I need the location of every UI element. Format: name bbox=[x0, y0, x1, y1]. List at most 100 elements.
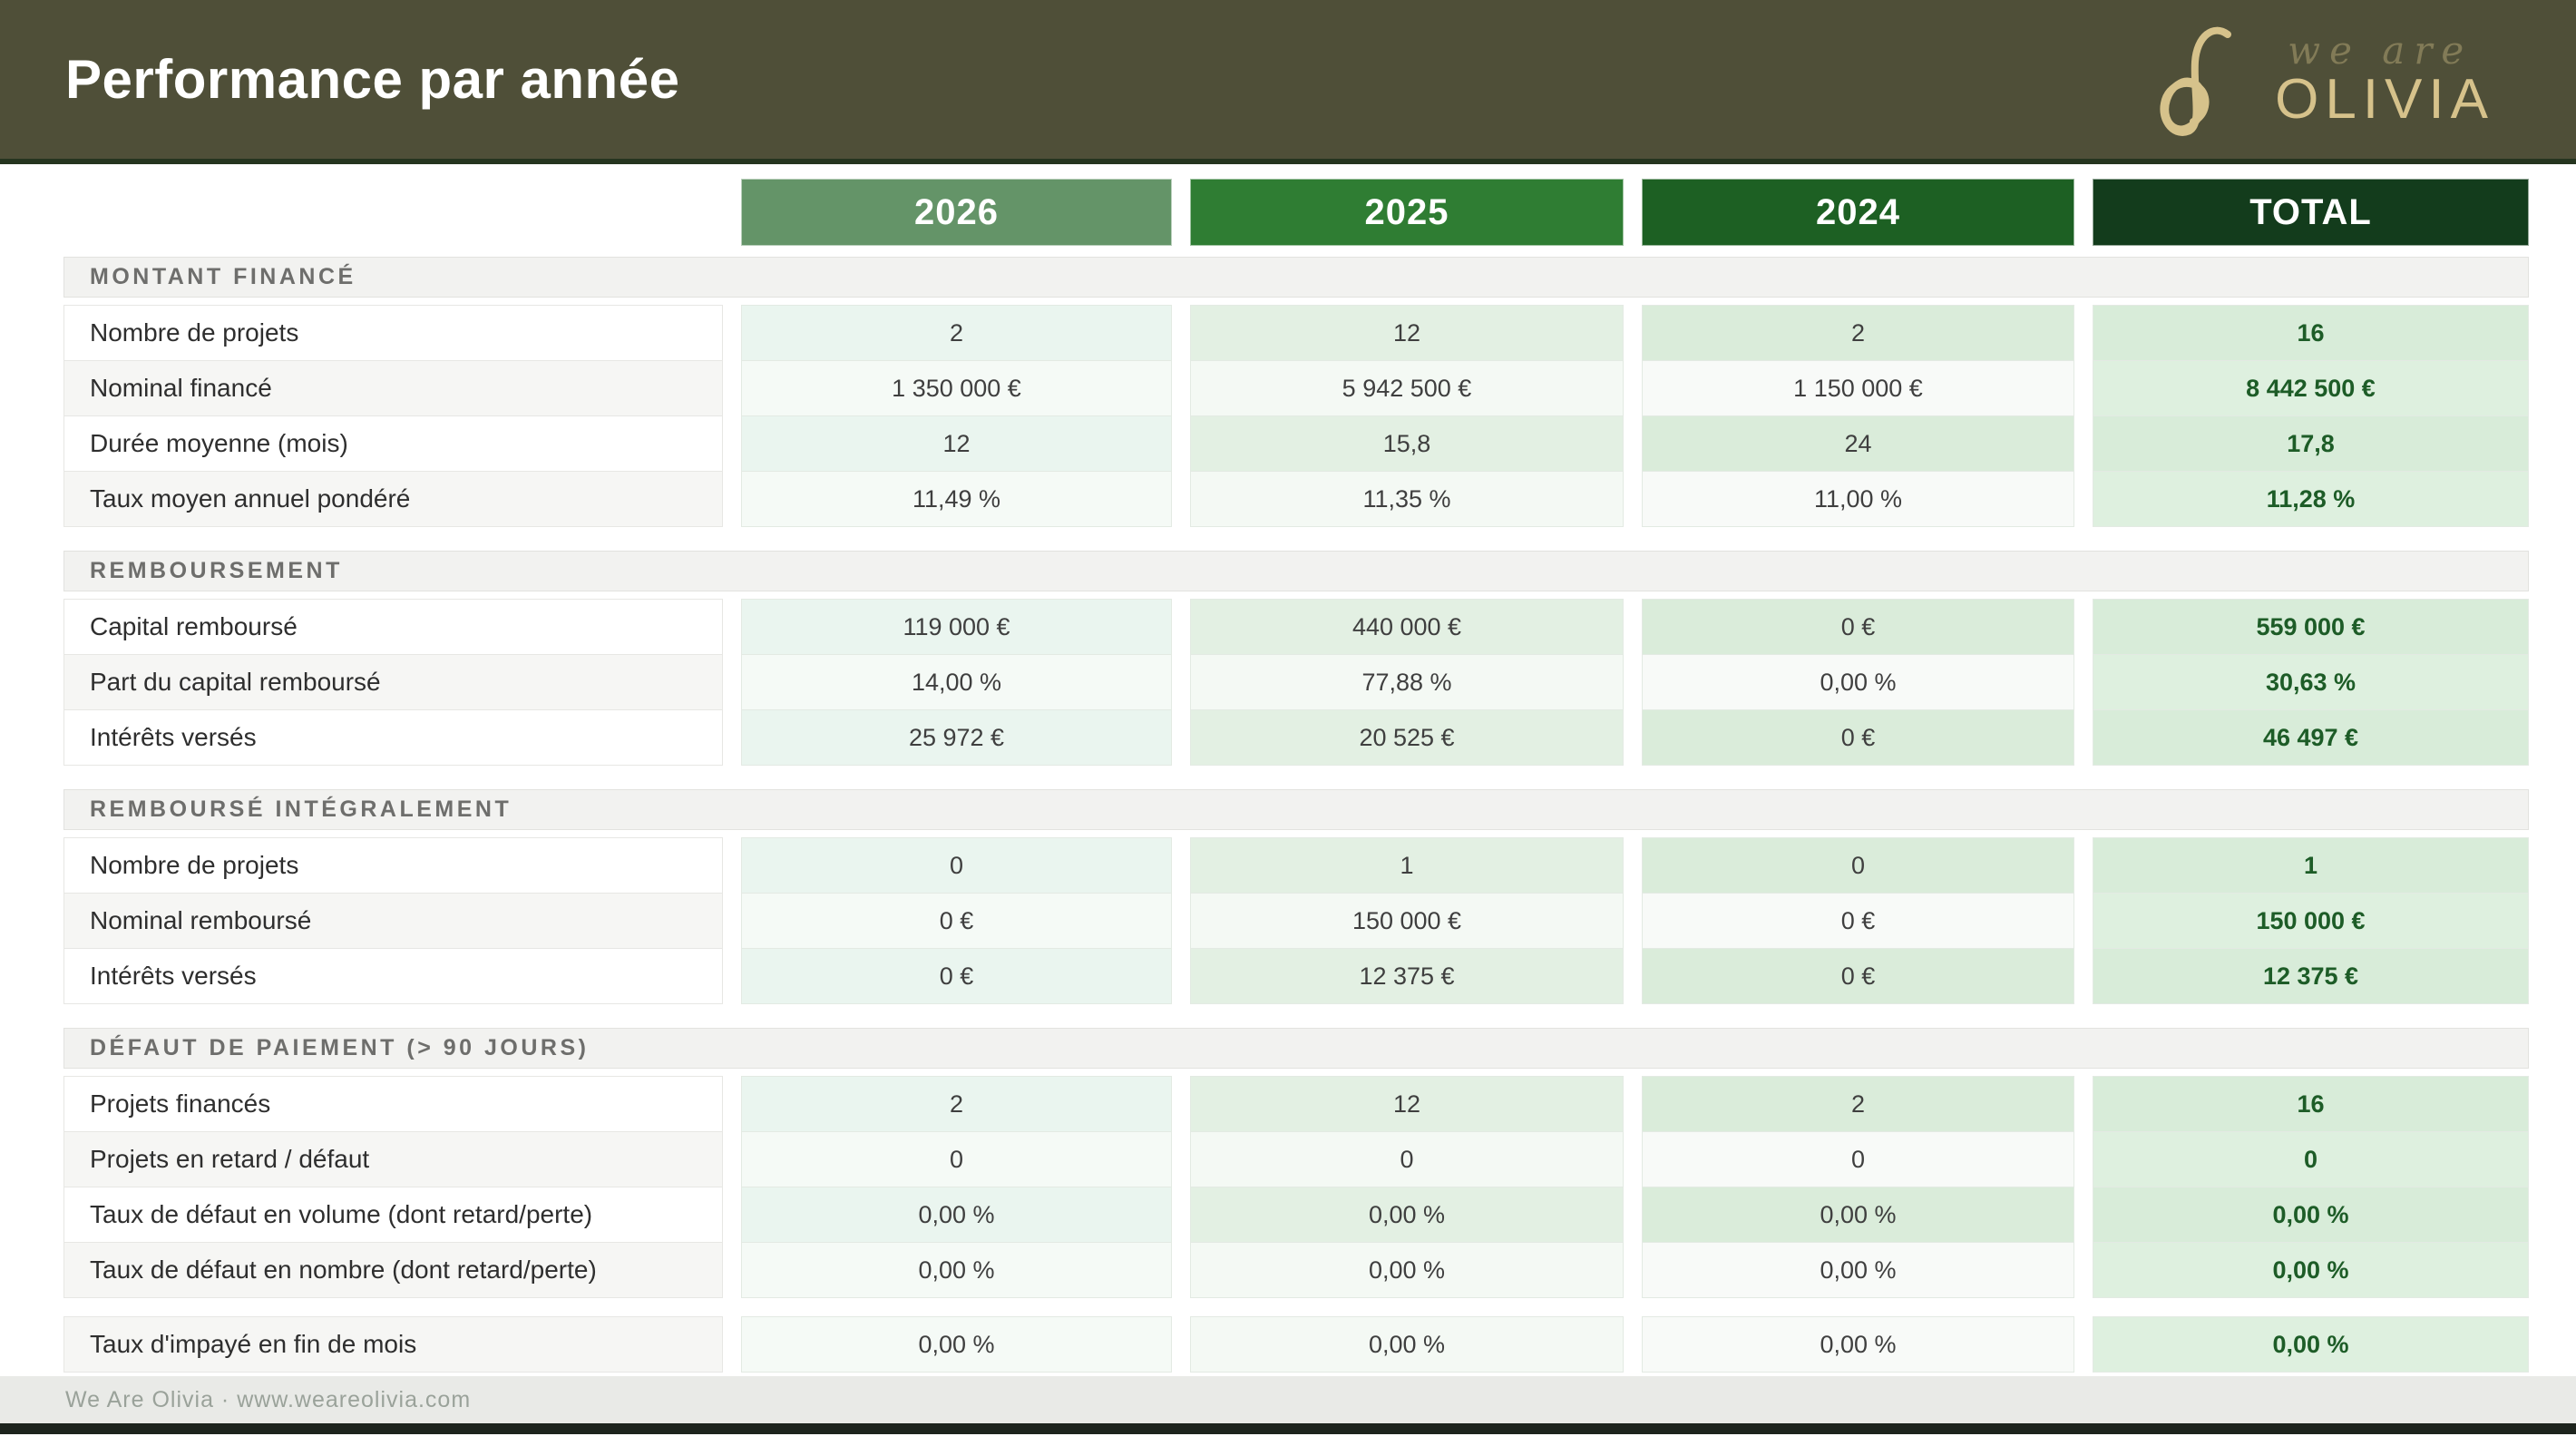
table-row: Nominal financé 1 350 000 € 5 942 500 € 1 1… bbox=[63, 360, 2529, 416]
olivia-logo-icon bbox=[2160, 26, 2232, 136]
value-cell-2024: 0 € bbox=[1642, 709, 2074, 766]
row-label: Capital remboursé bbox=[63, 599, 723, 655]
page-title: Performance par année bbox=[65, 49, 680, 110]
year-header-row: 2026 2025 2024 TOTAL bbox=[63, 179, 2529, 246]
column-header-2025: 2025 bbox=[1190, 179, 1624, 246]
section-title: REMBOURSEMENT bbox=[90, 558, 343, 583]
value-cell-2024: 0,00 % bbox=[1642, 654, 2074, 710]
value-cell-2024: 0 € bbox=[1642, 948, 2074, 1004]
row-label: Nombre de projets bbox=[63, 837, 723, 894]
value-cell-2025: 0,00 % bbox=[1190, 1187, 1624, 1243]
value-cell-2025: 0,00 % bbox=[1190, 1316, 1624, 1373]
row-label: Taux moyen annuel pondéré bbox=[63, 471, 723, 527]
value-cell-2024: 0,00 % bbox=[1642, 1187, 2074, 1243]
row-label: Durée moyenne (mois) bbox=[63, 415, 723, 472]
value-cell-2026: 0 € bbox=[741, 893, 1172, 949]
column-header-2026: 2026 bbox=[741, 179, 1172, 246]
table-row: Durée moyenne (mois) 12 15,8 24 17,8 bbox=[63, 415, 2529, 472]
section-header: REMBOURSÉ INTÉGRALEMENT bbox=[63, 789, 2529, 830]
header-spacer bbox=[63, 179, 723, 246]
value-cell-2024: 2 bbox=[1642, 305, 2074, 361]
table-row: Taux d'impayé en fin de mois 0,00 % 0,00 %… bbox=[63, 1316, 2529, 1373]
section-title: REMBOURSÉ INTÉGRALEMENT bbox=[90, 796, 512, 822]
value-cell-2025: 0,00 % bbox=[1190, 1242, 1624, 1298]
table-row: Taux de défaut en volume (dont retard/pe… bbox=[63, 1187, 2529, 1243]
value-cell-2025: 12 375 € bbox=[1190, 948, 1624, 1004]
value-cell-2025: 77,88 % bbox=[1190, 654, 1624, 710]
value-cell-2026: 12 bbox=[741, 415, 1172, 472]
value-cell-total: 8 442 500 € bbox=[2093, 360, 2529, 416]
value-cell-2024: 11,00 % bbox=[1642, 471, 2074, 527]
value-cell-2026: 25 972 € bbox=[741, 709, 1172, 766]
table-sections: MONTANT FINANCÉ Nombre de projets 2 12 2 16 No… bbox=[63, 257, 2529, 1373]
value-cell-2026: 0 bbox=[741, 837, 1172, 894]
value-cell-2026: 0,00 % bbox=[741, 1316, 1172, 1373]
value-cell-total: 46 497 € bbox=[2093, 709, 2529, 766]
value-cell-2024: 0 € bbox=[1642, 893, 2074, 949]
value-cell-total: 0,00 % bbox=[2093, 1242, 2529, 1298]
value-cell-total: 30,63 % bbox=[2093, 654, 2529, 710]
brand-tagline: we are bbox=[2288, 27, 2474, 73]
value-cell-2026: 0 bbox=[741, 1131, 1172, 1187]
value-cell-2025: 15,8 bbox=[1190, 415, 1624, 472]
row-label: Projets en retard / défaut bbox=[63, 1131, 723, 1187]
row-label: Projets financés bbox=[63, 1076, 723, 1132]
value-cell-total: 12 375 € bbox=[2093, 948, 2529, 1004]
value-cell-2026: 2 bbox=[741, 1076, 1172, 1132]
section-header: MONTANT FINANCÉ bbox=[63, 257, 2529, 298]
value-cell-2026: 14,00 % bbox=[741, 654, 1172, 710]
table-row: Intérêts versés 25 972 € 20 525 € 0 € 46 497… bbox=[63, 709, 2529, 766]
value-cell-2025: 20 525 € bbox=[1190, 709, 1624, 766]
table-section: REMBOURSEMENT Capital remboursé 119 000 € 4… bbox=[63, 551, 2529, 766]
row-label: Nominal financé bbox=[63, 360, 723, 416]
value-cell-2025: 440 000 € bbox=[1190, 599, 1624, 655]
value-cell-2026: 0,00 % bbox=[741, 1187, 1172, 1243]
value-cell-2024: 0 € bbox=[1642, 599, 2074, 655]
section-title: MONTANT FINANCÉ bbox=[90, 264, 356, 289]
value-cell-2025: 150 000 € bbox=[1190, 893, 1624, 949]
value-cell-2026: 11,49 % bbox=[741, 471, 1172, 527]
value-cell-2025: 5 942 500 € bbox=[1190, 360, 1624, 416]
row-label: Nominal remboursé bbox=[63, 893, 723, 949]
table-row: Nominal remboursé 0 € 150 000 € 0 € 150 000 … bbox=[63, 893, 2529, 949]
row-label: Taux d'impayé en fin de mois bbox=[63, 1316, 723, 1373]
value-cell-total: 150 000 € bbox=[2093, 893, 2529, 949]
row-label: Intérêts versés bbox=[63, 709, 723, 766]
value-cell-2024: 0,00 % bbox=[1642, 1242, 2074, 1298]
value-cell-2024: 1 150 000 € bbox=[1642, 360, 2074, 416]
value-cell-total: 559 000 € bbox=[2093, 599, 2529, 655]
value-cell-2024: 0,00 % bbox=[1642, 1316, 2074, 1373]
value-cell-total: 11,28 % bbox=[2093, 471, 2529, 527]
row-label: Taux de défaut en volume (dont retard/pe… bbox=[63, 1187, 723, 1243]
footer-text: We Are Olivia · www.weareolivia.com bbox=[65, 1386, 472, 1412]
value-cell-2024: 24 bbox=[1642, 415, 2074, 472]
table-section: DÉFAUT DE PAIEMENT (> 90 JOURS) Projets f… bbox=[63, 1028, 2529, 1298]
table-row: Nombre de projets 0 1 0 1 bbox=[63, 837, 2529, 894]
value-cell-2026: 119 000 € bbox=[741, 599, 1172, 655]
table-row: Taux de défaut en nombre (dont retard/pe… bbox=[63, 1242, 2529, 1298]
value-cell-2024: 0 bbox=[1642, 837, 2074, 894]
value-cell-2026: 0 € bbox=[741, 948, 1172, 1004]
table-section: MONTANT FINANCÉ Nombre de projets 2 12 2 16 No… bbox=[63, 257, 2529, 527]
section-title: DÉFAUT DE PAIEMENT (> 90 JOURS) bbox=[90, 1035, 590, 1060]
section-header: DÉFAUT DE PAIEMENT (> 90 JOURS) bbox=[63, 1028, 2529, 1069]
brand-name: OLIVIA bbox=[2275, 67, 2494, 131]
value-cell-2026: 2 bbox=[741, 305, 1172, 361]
table-section: REMBOURSÉ INTÉGRALEMENT Nombre de projets… bbox=[63, 789, 2529, 1004]
value-cell-2025: 12 bbox=[1190, 305, 1624, 361]
table-row: Capital remboursé 119 000 € 440 000 € 0 € 55… bbox=[63, 599, 2529, 655]
row-label: Intérêts versés bbox=[63, 948, 723, 1004]
table-row: Part du capital remboursé 14,00 % 77,88 % 0… bbox=[63, 654, 2529, 710]
table-row: Projets en retard / défaut 0 0 0 0 bbox=[63, 1131, 2529, 1187]
row-label: Nombre de projets bbox=[63, 305, 723, 361]
value-cell-2025: 1 bbox=[1190, 837, 1624, 894]
value-cell-total: 16 bbox=[2093, 305, 2529, 361]
section-header: REMBOURSEMENT bbox=[63, 551, 2529, 591]
table-row: Projets financés 2 12 2 16 bbox=[63, 1076, 2529, 1132]
brand-logo-text: we are OLIVIA bbox=[2275, 27, 2494, 131]
footer-accent-strip bbox=[0, 1423, 2576, 1434]
value-cell-total: 0,00 % bbox=[2093, 1187, 2529, 1243]
value-cell-2025: 12 bbox=[1190, 1076, 1624, 1132]
table-row: Intérêts versés 0 € 12 375 € 0 € 12 375 € bbox=[63, 948, 2529, 1004]
